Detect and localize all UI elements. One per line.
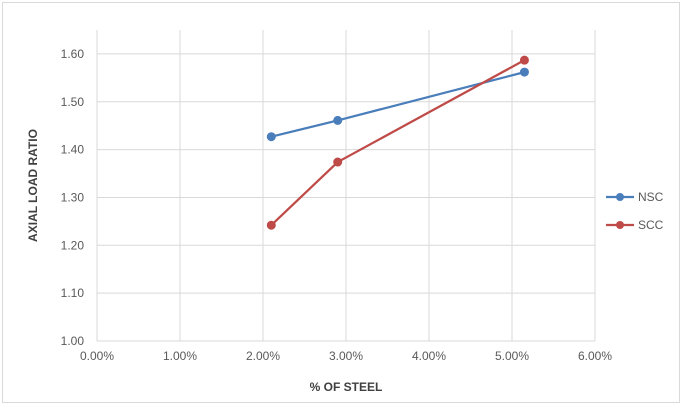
x-tick-label: 2.00%: [246, 349, 280, 363]
y-tick-label: 1.30: [61, 190, 85, 204]
x-axis-title: % OF STEEL: [310, 380, 383, 394]
nsc-data-point: [519, 67, 529, 77]
scc-data-point: [333, 157, 343, 167]
scc-series-line: [270, 59, 525, 227]
nsc-data-point: [266, 132, 276, 142]
y-tick-labels: 1.00 1.10 1.20 1.30 1.40 1.50 1.60: [61, 47, 85, 348]
y-tick-label: 1.50: [61, 95, 85, 109]
x-tick-label: 3.00%: [329, 349, 363, 363]
x-tick-label: 4.00%: [412, 349, 446, 363]
legend: NSC SCC: [606, 190, 664, 232]
scc-legend-label: SCC: [638, 218, 664, 232]
x-tick-labels: 0.00% 1.00% 2.00% 3.00% 4.00% 5.00% 6.00%: [80, 349, 612, 363]
y-tick-label: 1.10: [61, 286, 85, 300]
nsc-data-point: [333, 115, 343, 125]
x-tick-label: 6.00%: [578, 349, 612, 363]
y-tick-label: 1.40: [61, 143, 85, 157]
y-tick-label: 1.20: [61, 238, 85, 252]
x-tick-label: 1.00%: [163, 349, 197, 363]
series-layer: [266, 55, 529, 230]
y-axis-title: AXIAL LOAD RATIO: [26, 129, 40, 242]
grid: [96, 30, 596, 342]
scc-legend-marker: [616, 221, 624, 229]
nsc-legend-label: NSC: [638, 190, 664, 204]
chart-frame: [2, 2, 680, 403]
x-tick-label: 0.00%: [80, 349, 114, 363]
nsc-legend-marker: [616, 193, 624, 201]
y-tick-label: 1.60: [61, 47, 85, 61]
scc-data-point: [266, 220, 276, 230]
scc-data-point: [519, 55, 529, 65]
x-tick-label: 5.00%: [495, 349, 529, 363]
y-tick-label: 1.00: [61, 334, 85, 348]
